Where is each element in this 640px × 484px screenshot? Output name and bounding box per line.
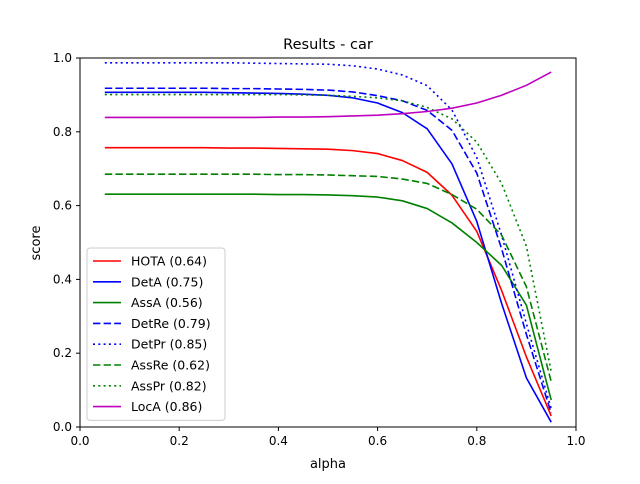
y-tick-label: 0.0 bbox=[53, 420, 72, 434]
series-line-4 bbox=[104, 87, 552, 414]
x-tick-label: 1.0 bbox=[566, 434, 585, 448]
legend-label-2: DetA (0.75) bbox=[131, 274, 203, 289]
legend-label-6: AssRe (0.62) bbox=[131, 358, 210, 373]
x-tick-label: 0.4 bbox=[269, 434, 288, 448]
legend-label-7: AssPr (0.82) bbox=[131, 378, 207, 393]
y-tick-label: 0.8 bbox=[53, 125, 72, 139]
axes-frame bbox=[79, 57, 577, 428]
plot-area: 0.0 0.2 0.4 0.6 0.8 1.0 0.0 0.2 0.4 0.6 0.8 1.0 bbox=[53, 51, 586, 448]
series-line-5 bbox=[104, 61, 552, 409]
y-axis-label: score bbox=[29, 226, 44, 261]
x-tick-label: 0.0 bbox=[70, 434, 89, 448]
x-tick-label: 0.6 bbox=[368, 434, 387, 448]
x-tick-label: 0.8 bbox=[467, 434, 486, 448]
legend-label-8: LocA (0.86) bbox=[131, 399, 202, 414]
series-line-3 bbox=[104, 193, 552, 401]
x-tick-label: 0.2 bbox=[170, 434, 189, 448]
legend-label-4: DetRe (0.79) bbox=[131, 316, 211, 331]
legend-label-5: DetPr (0.85) bbox=[131, 337, 207, 352]
y-tick-label: 0.4 bbox=[53, 272, 72, 286]
y-tick-label: 0.2 bbox=[53, 346, 72, 360]
legend: HOTA (0.64) DetA (0.75) AssA (0.56) DetRe (… bbox=[86, 247, 226, 421]
legend-box bbox=[86, 247, 226, 421]
legend-label-3: AssA (0.56) bbox=[131, 295, 203, 310]
series-line-8 bbox=[104, 71, 552, 119]
series-line-1 bbox=[104, 146, 552, 417]
series-line-7 bbox=[104, 93, 552, 372]
chart-title: Results - car bbox=[283, 37, 373, 53]
legend-label-1: HOTA (0.64) bbox=[131, 254, 207, 269]
y-tick-label: 1.0 bbox=[53, 51, 72, 65]
series-line-6 bbox=[104, 173, 552, 382]
x-axis-label: alpha bbox=[310, 457, 346, 472]
y-tick-label: 0.6 bbox=[53, 199, 72, 213]
